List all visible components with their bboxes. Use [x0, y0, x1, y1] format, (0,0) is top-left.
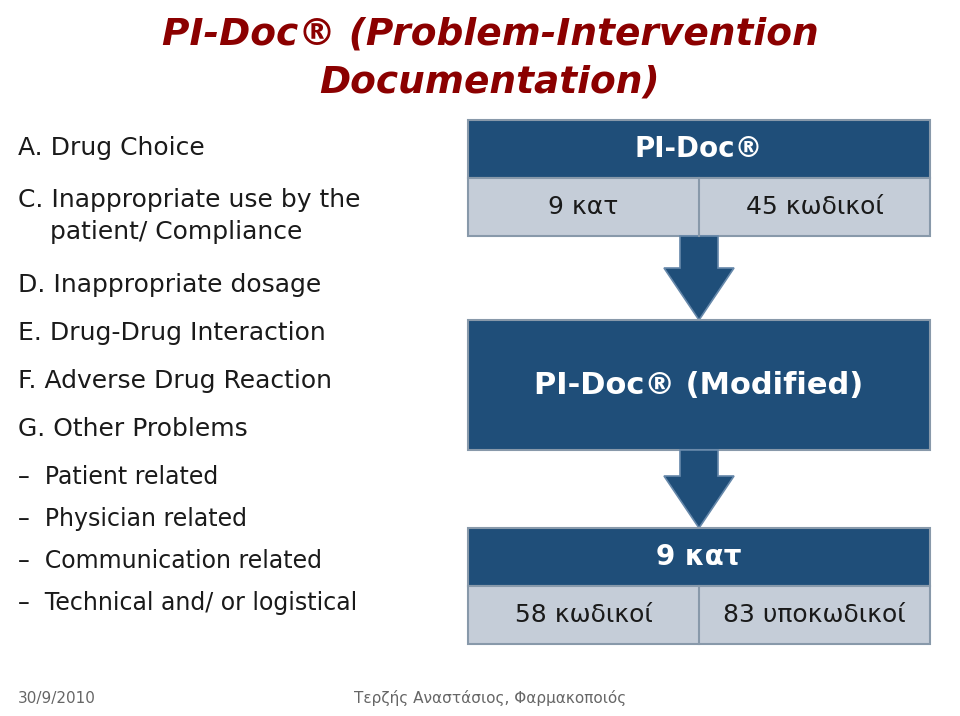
Text: PI-Doc® (Problem-Intervention: PI-Doc® (Problem-Intervention: [161, 17, 818, 53]
Text: –  Communication related: – Communication related: [18, 549, 322, 573]
Text: patient/ Compliance: patient/ Compliance: [18, 220, 302, 244]
Text: 58 κωδικοί: 58 κωδικοί: [515, 603, 653, 627]
FancyBboxPatch shape: [468, 320, 930, 450]
Text: PI-Doc®: PI-Doc®: [635, 135, 763, 163]
Text: –  Physician related: – Physician related: [18, 507, 247, 531]
FancyBboxPatch shape: [468, 528, 930, 586]
Text: 83 υποκωδικοί: 83 υποκωδικοί: [723, 603, 906, 627]
Text: F. Adverse Drug Reaction: F. Adverse Drug Reaction: [18, 369, 332, 393]
FancyBboxPatch shape: [468, 178, 930, 236]
Text: Τερζής Αναστάσιος, Φαρμακοποιός: Τερζής Αναστάσιος, Φαρμακοποιός: [354, 690, 626, 706]
Text: Documentation): Documentation): [320, 64, 660, 100]
Polygon shape: [664, 450, 734, 528]
Text: E. Drug-Drug Interaction: E. Drug-Drug Interaction: [18, 321, 325, 345]
FancyBboxPatch shape: [468, 586, 930, 644]
Text: 30/9/2010: 30/9/2010: [18, 690, 96, 705]
Text: C. Inappropriate use by the: C. Inappropriate use by the: [18, 188, 361, 212]
Text: A. Drug Choice: A. Drug Choice: [18, 136, 204, 160]
Text: –  Patient related: – Patient related: [18, 465, 218, 489]
Text: 45 κωδικοί: 45 κωδικοί: [746, 195, 883, 219]
Text: PI-Doc® (Modified): PI-Doc® (Modified): [535, 370, 864, 400]
Text: 9 κατ: 9 κατ: [548, 195, 618, 219]
Text: –  Technical and/ or logistical: – Technical and/ or logistical: [18, 591, 357, 615]
FancyBboxPatch shape: [468, 120, 930, 178]
Text: D. Inappropriate dosage: D. Inappropriate dosage: [18, 273, 322, 297]
Polygon shape: [664, 236, 734, 320]
Text: G. Other Problems: G. Other Problems: [18, 417, 248, 441]
Text: 9 κατ: 9 κατ: [657, 543, 742, 571]
